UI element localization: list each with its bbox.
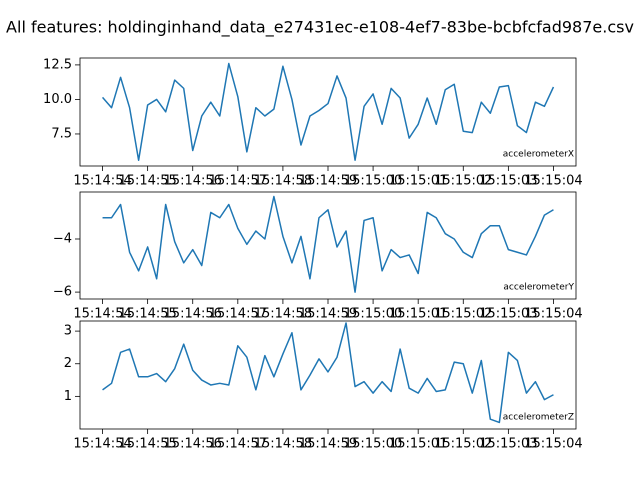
- x-tick-label: 15:14:59: [299, 307, 357, 322]
- x-tick-label: 15:14:58: [254, 307, 312, 322]
- x-tick-label: 15:15:00: [344, 307, 402, 322]
- data-line: [102, 195, 554, 293]
- data-line: [102, 322, 554, 424]
- y-tick-label: 1: [64, 389, 72, 404]
- data-line: [101, 62, 555, 161]
- x-tick-label: 15:14:55: [118, 174, 176, 189]
- x-tick-label: 15:14:58: [254, 174, 312, 189]
- x-tick-label: 15:15:02: [434, 437, 492, 452]
- x-tick-label: 15:14:54: [73, 174, 131, 189]
- x-tick-label: 15:15:00: [344, 174, 402, 189]
- x-tick-label: 15:14:54: [73, 307, 131, 322]
- x-tick-label: 15:14:58: [254, 437, 312, 452]
- y-tick-label: 3: [64, 324, 72, 339]
- y-tick-label: 10.0: [43, 92, 72, 107]
- y-tick-label: 2: [64, 356, 72, 371]
- x-tick-label: 15:14:56: [164, 174, 222, 189]
- x-tick-label: 15:15:03: [479, 174, 537, 189]
- x-tick-label: 15:15:04: [524, 437, 582, 452]
- x-tick-label: 15:15:04: [524, 174, 582, 189]
- x-tick-label: 15:15:01: [389, 174, 447, 189]
- x-tick-label: 15:14:56: [164, 437, 222, 452]
- series-label: accelerometerZ: [503, 413, 574, 423]
- x-tick-label: 15:14:57: [209, 174, 267, 189]
- x-tick-label: 15:14:56: [164, 307, 222, 322]
- axes-frame: [79, 320, 577, 430]
- figure-title: All features: holdinginhand_data_e27431e…: [6, 18, 634, 38]
- x-tick-label: 15:15:01: [389, 437, 447, 452]
- x-tick-label: 15:15:01: [389, 307, 447, 322]
- y-tick-label: 7.5: [51, 126, 72, 141]
- x-tick-label: 15:15:00: [344, 437, 402, 452]
- y-tick-label: 12.5: [43, 57, 72, 72]
- series-label: accelerometerY: [503, 283, 574, 293]
- x-tick-label: 15:14:54: [73, 437, 131, 452]
- y-tick-label: −4: [53, 231, 72, 246]
- x-tick-label: 15:14:57: [209, 307, 267, 322]
- x-tick-label: 15:14:59: [299, 174, 357, 189]
- x-tick-label: 15:14:57: [209, 437, 267, 452]
- x-tick-label: 15:15:03: [479, 307, 537, 322]
- x-tick-label: 15:15:02: [434, 174, 492, 189]
- series-label: accelerometerX: [503, 150, 574, 160]
- x-tick-label: 15:14:55: [118, 437, 176, 452]
- x-tick-label: 15:15:02: [434, 307, 492, 322]
- x-tick-label: 15:14:55: [118, 307, 176, 322]
- x-tick-label: 15:14:59: [299, 437, 357, 452]
- x-tick-label: 15:15:03: [479, 437, 537, 452]
- axes-frame: [79, 57, 577, 167]
- y-tick-label: −6: [53, 285, 72, 300]
- x-tick-label: 15:15:04: [524, 307, 582, 322]
- axes-frame: [79, 191, 577, 300]
